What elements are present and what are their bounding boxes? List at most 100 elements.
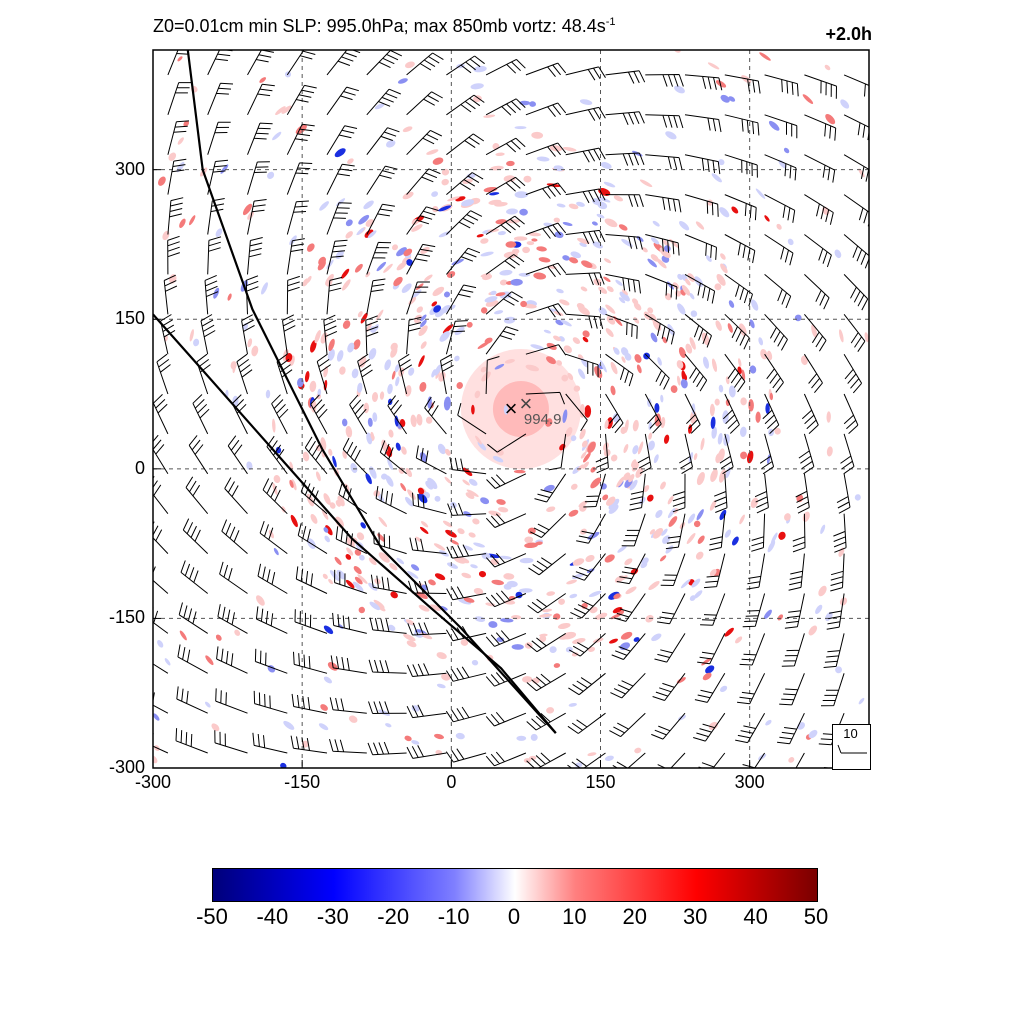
wind-barb (295, 566, 328, 594)
wind-barb (276, 353, 293, 395)
wind-barb (486, 473, 527, 489)
colorbar (212, 868, 818, 902)
vorticity-speckle (526, 241, 535, 246)
wind-barb (525, 222, 567, 239)
vorticity-speckle (404, 735, 412, 742)
wind-barb (406, 316, 422, 355)
vorticity-speckle (651, 633, 662, 642)
vorticity-speckle (572, 638, 586, 644)
vorticity-speckle (354, 549, 362, 556)
vorticity-speckle (347, 158, 354, 165)
wind-barb (247, 161, 270, 195)
vorticity-speckle (854, 494, 861, 501)
wind-barb (326, 125, 358, 155)
vorticity-speckle (267, 171, 275, 179)
vorticity-speckle (396, 261, 407, 271)
vorticity-speckle (610, 385, 616, 396)
vorticity-speckle (367, 230, 377, 239)
vorticity-speckle (376, 261, 387, 272)
vorticity-speckle (490, 290, 497, 296)
wind-barb (487, 433, 527, 453)
y-tick-label: 150 (114, 308, 145, 329)
vorticity-speckle (605, 304, 616, 314)
vorticity-speckle (573, 385, 581, 392)
vorticity-speckle (527, 527, 536, 535)
wind-barb (610, 672, 646, 699)
vorticity-speckle (556, 203, 566, 208)
vorticity-speckle (720, 685, 728, 693)
vorticity-speckle (740, 397, 747, 406)
vorticity-speckle (648, 440, 655, 451)
vorticity-speckle (693, 453, 698, 461)
vorticity-speckle (336, 569, 346, 580)
wind-barb (446, 94, 485, 116)
vorticity-speckle (503, 316, 516, 324)
wind-barb (485, 254, 525, 275)
vorticity-speckle (714, 283, 722, 291)
vorticity-speckle (334, 148, 346, 158)
vorticity-speckle (431, 301, 438, 307)
vorticity-speckle (354, 263, 363, 273)
vorticity-speckle (387, 458, 394, 471)
wind-barb (326, 276, 343, 315)
wind-barb (612, 752, 646, 768)
vorticity-speckle (579, 428, 586, 440)
wind-barb (406, 52, 444, 76)
vorticity-speckle (591, 221, 598, 226)
vorticity-speckle (695, 221, 705, 230)
vorticity-speckle (466, 489, 479, 497)
wind-barb (231, 394, 248, 435)
vorticity-speckle (429, 604, 438, 610)
center-marker: × (519, 391, 532, 416)
wind-barb (724, 154, 758, 178)
vorticity-speckle (378, 709, 390, 716)
wind-barb (804, 194, 834, 225)
wind-barb (698, 752, 726, 768)
wind-barb (613, 593, 646, 622)
vorticity-speckle (584, 405, 592, 418)
wind-barb (652, 673, 686, 701)
vorticity-speckle (189, 215, 196, 226)
vorticity-speckle (369, 601, 381, 611)
vorticity-speckle (660, 416, 666, 429)
wind-barb (485, 137, 526, 156)
vorticity-speckle (205, 655, 214, 666)
wind-barb (570, 593, 606, 619)
vorticity-speckle (598, 286, 608, 294)
vorticity-speckle (570, 251, 582, 259)
wind-barb (565, 188, 606, 204)
vorticity-speckle (424, 274, 433, 282)
vorticity-speckle (542, 608, 553, 613)
vorticity-speckle (610, 613, 622, 620)
vorticity-speckle (480, 238, 489, 244)
vorticity-speckle (606, 286, 614, 293)
wind-barb (565, 313, 604, 330)
vorticity-speckle (553, 663, 561, 668)
vorticity-speckle (364, 229, 374, 238)
wind-barb (447, 502, 487, 516)
vorticity-speckle (858, 168, 865, 178)
vorticity-speckle (332, 455, 337, 468)
vorticity-speckle (758, 337, 764, 346)
vorticity-speckle (329, 502, 336, 509)
vorticity-speckle (751, 299, 759, 311)
wind-barb (167, 197, 184, 235)
vorticity-speckle (345, 231, 353, 239)
wind-barb (605, 393, 624, 434)
vorticity-speckle (655, 509, 663, 518)
vorticity-speckle (731, 536, 739, 546)
wind-barb (415, 445, 447, 475)
vorticity-speckle (480, 273, 491, 278)
wind-barb (833, 513, 847, 553)
vorticity-speckle (776, 223, 782, 230)
vorticity-speckle (605, 328, 614, 338)
vorticity-speckle (451, 258, 464, 266)
vorticity-speckle (384, 359, 392, 371)
y-tick-label: -150 (108, 607, 145, 628)
vorticity-speckle (599, 359, 607, 373)
vorticity-speckle (177, 56, 183, 62)
vorticity-speckle (734, 636, 743, 644)
wind-barb (196, 353, 211, 395)
wind-barb (694, 673, 726, 703)
